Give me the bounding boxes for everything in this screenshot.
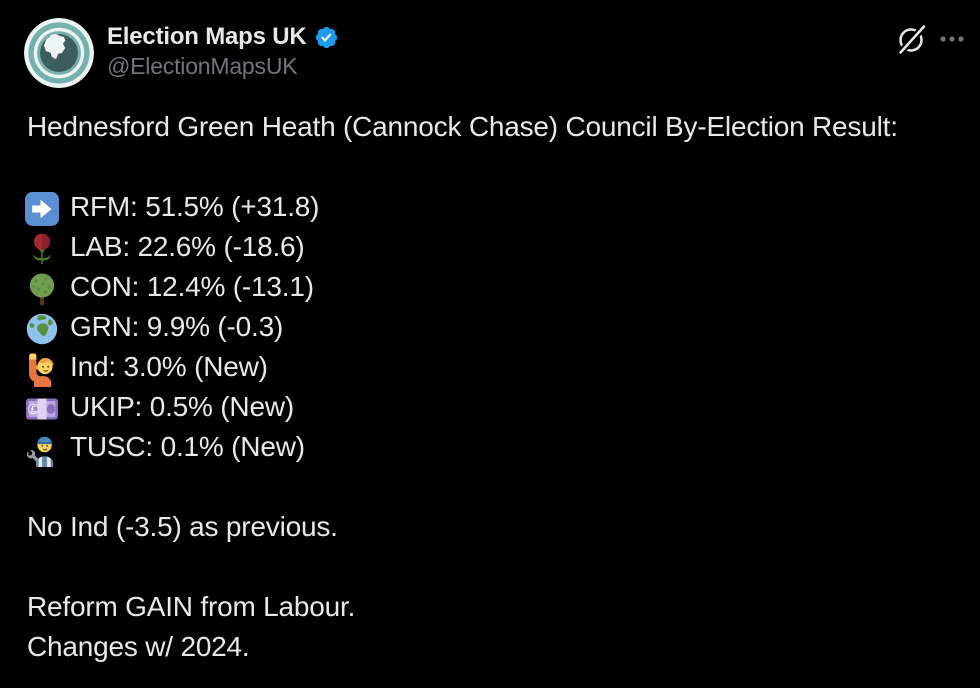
blank-line [27,147,962,187]
result-text: UKIP: 0.5% (New) [70,391,294,422]
result-row-tusc: TUSC: 0.1% (New) [26,427,962,467]
svg-text:£: £ [31,404,37,415]
result-row-grn: GRN: 9.9% (-0.3) [26,307,962,347]
result-text: LAB: 22.6% (-18.6) [70,231,305,262]
grok-button[interactable] [893,20,931,58]
summary-line-2: Changes w/ 2024. [27,631,250,662]
tree-emoji [29,273,55,305]
verified-badge-icon [315,26,337,49]
person-raising-hand-emoji [29,353,54,387]
more-ellipsis-icon [940,36,964,42]
right-arrow-emoji [25,191,59,226]
result-row-ukip: £ UKIP: 0.5% (New) [26,387,962,427]
tweet-title: Hednesford Green Heath (Cannock Chase) C… [27,111,898,142]
result-row-con: CON: 12.4% (-13.1) [27,267,962,307]
result-row-lab: LAB: 22.6% (-18.6) [27,227,962,267]
summary-line-1: Reform GAIN from Labour. [27,591,356,622]
mechanic-emoji [26,436,54,467]
grok-icon [897,24,927,55]
result-row-rfm: RFM: 51.5% (+31.8) [25,187,962,227]
globe-emoji [26,313,58,344]
blank-line [27,547,962,587]
result-text: CON: 12.4% (-13.1) [70,271,314,302]
result-text: Ind: 3.0% (New) [70,351,268,382]
rose-emoji [33,233,51,264]
blank-line [27,467,962,507]
result-text: GRN: 9.9% (-0.3) [70,311,284,342]
handle[interactable]: @ElectionMapsUK [107,53,298,79]
display-name[interactable]: Election Maps UK [107,23,307,50]
author-link[interactable]: Election Maps UK [107,22,339,52]
result-text: TUSC: 0.1% (New) [70,431,305,462]
result-text: RFM: 51.5% (+31.8) [70,191,320,222]
note-line: No Ind (-3.5) as previous. [27,511,338,542]
tweet-text: Hednesford Green Heath (Cannock Chase) C… [25,107,962,667]
pound-banknote-emoji: £ [26,398,58,419]
result-row-ind: Ind: 3.0% (New) [27,347,962,387]
avatar[interactable] [24,18,94,88]
more-button[interactable] [936,22,968,56]
election-maps-logo-icon [24,18,94,88]
